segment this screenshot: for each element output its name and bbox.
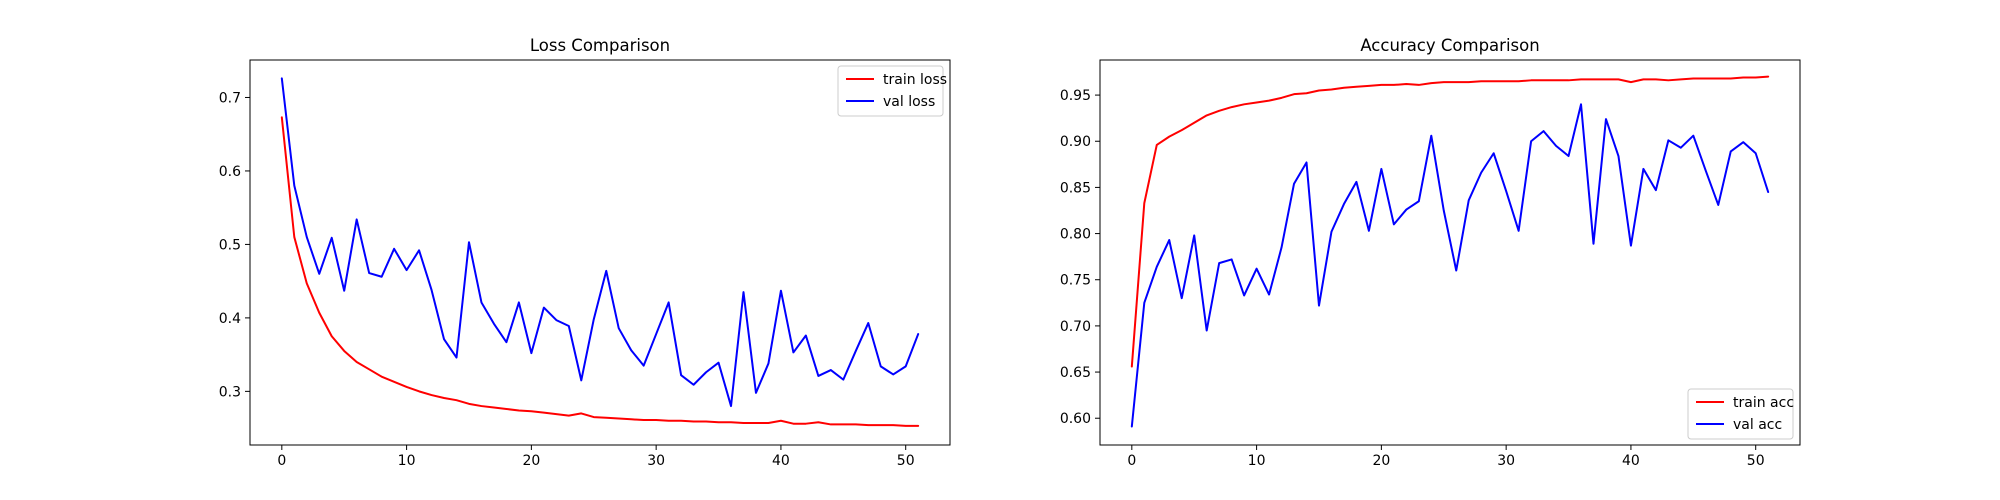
accuracy-x-tick-label-40: 40 [1622,453,1640,469]
loss-y-tick-label-0-6: 0.6 [219,164,241,180]
accuracy-y-tick-label-0-80: 0.80 [1060,227,1091,243]
loss-y-tick-label-0-4: 0.4 [219,311,241,327]
loss-chart: Loss Comparison 0 10 20 30 40 500.30.40.50.60… [219,36,951,469]
loss-x-tick-label-0: 0 [277,453,286,469]
loss-chart-legend: train loss val loss [837,65,947,117]
loss-x-tick-label-50: 50 [897,453,915,469]
loss-y-tick-label-0-3: 0.3 [219,384,241,400]
loss-x-tick-label-10: 10 [398,453,416,469]
accuracy-x-tick-label-50: 50 [1747,453,1765,469]
accuracy-chart-ticks: 0 10 20 30 40 50 0.60 0.65 0.70 0.75 0.80 0.85 0.90 0… [1060,88,1765,469]
accuracy-y-tick-label-0-65: 0.65 [1060,365,1091,381]
loss-x-tick-label-30: 30 [647,453,665,469]
legend-label-train-acc: train acc [1733,395,1794,411]
accuracy-chart: Accuracy Comparison 0 10 20 30 40 500.600.650… [1060,36,1801,469]
accuracy-x-tick-label-20: 20 [1372,453,1390,469]
loss-y-tick-label-0-5: 0.5 [219,237,241,253]
series-line-train-loss [280,116,920,427]
series-line-val-acc [1130,103,1770,428]
series-line-train-acc [1130,75,1770,368]
accuracy-y-tick-label-0-90: 0.90 [1060,134,1091,150]
series-line-val-loss [280,77,920,408]
loss-chart-title: Loss Comparison [530,36,670,55]
accuracy-chart-title: Accuracy Comparison [1360,36,1539,55]
legend-label-val-loss: val loss [883,94,935,110]
accuracy-chart-legend: train acc val acc [1687,388,1794,440]
loss-chart-ticks: 0 10 20 30 40 50 0.3 0.4 0.5 0.6 0.7 [219,90,915,469]
loss-x-tick-label-20: 20 [522,453,540,469]
loss-y-tick-label-0-7: 0.7 [219,90,241,106]
accuracy-x-tick-label-10: 10 [1248,453,1266,469]
accuracy-chart-series [1130,75,1770,428]
accuracy-y-tick-label-0-60: 0.60 [1060,411,1091,427]
loss-chart-frame [249,59,951,446]
accuracy-x-tick-label-30: 30 [1497,453,1515,469]
accuracy-chart-frame [1099,59,1801,446]
loss-x-tick-label-40: 40 [772,453,790,469]
legend-label-train-loss: train loss [883,72,947,88]
accuracy-y-tick-label-0-75: 0.75 [1060,273,1091,289]
legend-label-val-acc: val acc [1733,417,1782,433]
accuracy-y-tick-label-0-95: 0.95 [1060,88,1091,104]
accuracy-x-tick-label-0: 0 [1127,453,1136,469]
accuracy-y-tick-label-0-70: 0.70 [1060,319,1091,335]
loss-chart-series [280,77,920,427]
accuracy-y-tick-label-0-85: 0.85 [1060,180,1091,196]
